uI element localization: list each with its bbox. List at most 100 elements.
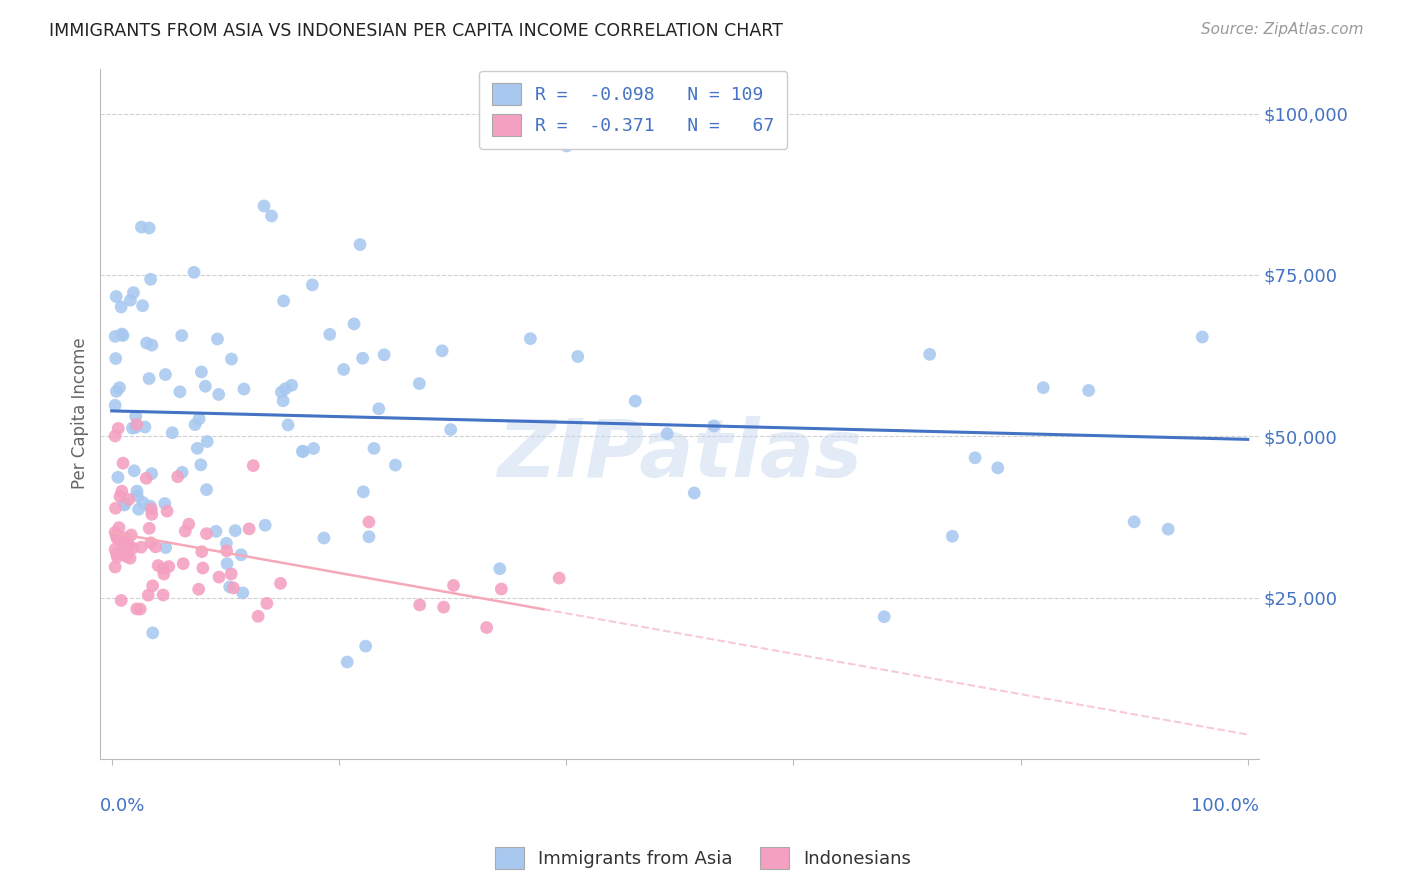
- Point: [157, 559, 180, 574]
- Point: [136, 588, 159, 602]
- Point: [104, 351, 127, 366]
- Point: [430, 343, 453, 358]
- Point: [270, 385, 292, 400]
- Point: [215, 557, 238, 571]
- Point: [965, 450, 987, 465]
- Point: [115, 549, 138, 564]
- Point: [443, 578, 465, 592]
- Point: [139, 499, 162, 513]
- Point: [260, 209, 283, 223]
- Point: [491, 582, 513, 596]
- Point: [125, 484, 148, 499]
- Point: [703, 419, 725, 434]
- Point: [141, 467, 163, 481]
- Point: [111, 456, 134, 470]
- Legend: R =  -0.098   N = 109, R =  -0.371   N =   67: R = -0.098 N = 109, R = -0.371 N = 67: [479, 70, 787, 149]
- Point: [312, 531, 335, 545]
- Point: [107, 470, 129, 484]
- Point: [131, 299, 153, 313]
- Point: [105, 529, 128, 543]
- Point: [277, 417, 299, 432]
- Point: [124, 409, 146, 424]
- Point: [488, 562, 510, 576]
- Point: [104, 429, 127, 443]
- Point: [222, 581, 245, 595]
- Point: [567, 350, 589, 364]
- Point: [172, 557, 194, 571]
- Point: [122, 285, 145, 300]
- Point: [135, 471, 157, 485]
- Point: [177, 517, 200, 532]
- Point: [112, 531, 135, 545]
- Point: [104, 398, 127, 412]
- Point: [218, 580, 240, 594]
- Point: [332, 362, 354, 376]
- Point: [273, 293, 295, 308]
- Point: [141, 508, 163, 522]
- Point: [1123, 515, 1146, 529]
- Point: [232, 586, 254, 600]
- Point: [172, 465, 194, 479]
- Point: [110, 300, 132, 314]
- Point: [183, 265, 205, 279]
- Point: [408, 376, 430, 391]
- Point: [188, 412, 211, 426]
- Point: [104, 560, 127, 574]
- Point: [120, 551, 142, 566]
- Point: [247, 609, 270, 624]
- Point: [120, 293, 142, 308]
- Point: [238, 522, 260, 536]
- Point: [215, 536, 238, 550]
- Point: [409, 598, 432, 612]
- Point: [125, 602, 148, 616]
- Point: [336, 655, 359, 669]
- Point: [145, 540, 167, 554]
- Point: [224, 524, 246, 538]
- Point: [195, 526, 218, 541]
- Point: [105, 532, 128, 546]
- Point: [125, 417, 148, 432]
- Point: [110, 593, 132, 607]
- Point: [1157, 522, 1180, 536]
- Point: [657, 426, 679, 441]
- Point: [129, 540, 152, 554]
- Point: [683, 486, 706, 500]
- Point: [139, 536, 162, 550]
- Point: [1032, 381, 1054, 395]
- Point: [221, 351, 243, 366]
- Point: [184, 417, 207, 432]
- Point: [689, 115, 711, 129]
- Point: [121, 421, 143, 435]
- Point: [146, 558, 169, 573]
- Point: [624, 394, 647, 409]
- Point: [280, 378, 302, 392]
- Point: [918, 347, 941, 361]
- Point: [254, 518, 277, 533]
- Point: [104, 329, 127, 343]
- Point: [135, 336, 157, 351]
- Point: [155, 541, 177, 555]
- Point: [112, 498, 135, 512]
- Point: [354, 639, 377, 653]
- Point: [1077, 384, 1099, 398]
- Point: [121, 541, 143, 555]
- Point: [384, 458, 406, 472]
- Point: [174, 524, 197, 538]
- Point: [207, 332, 229, 346]
- Point: [219, 566, 242, 581]
- Point: [127, 489, 149, 503]
- Point: [111, 484, 134, 499]
- Point: [194, 379, 217, 393]
- Point: [120, 528, 142, 542]
- Point: [1191, 330, 1213, 344]
- Point: [191, 561, 214, 575]
- Point: [105, 547, 128, 561]
- Text: 0.0%: 0.0%: [100, 797, 146, 814]
- Point: [319, 327, 342, 342]
- Point: [118, 492, 141, 507]
- Point: [195, 434, 218, 449]
- Point: [117, 540, 139, 554]
- Point: [122, 464, 145, 478]
- Point: [357, 530, 380, 544]
- Point: [186, 442, 208, 456]
